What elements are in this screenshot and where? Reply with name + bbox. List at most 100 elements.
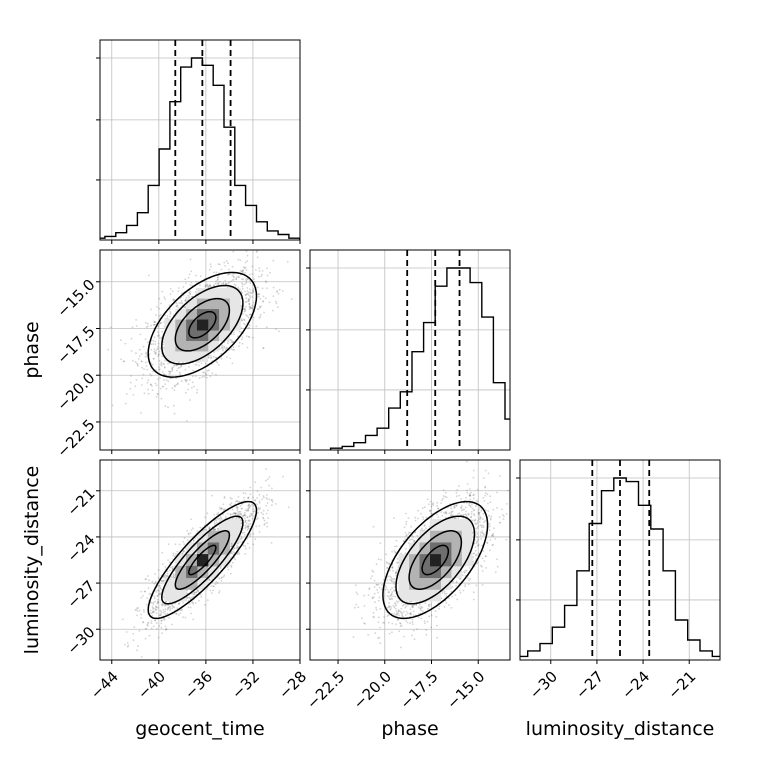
- scatter-point: [227, 568, 230, 571]
- scatter-point: [187, 383, 190, 385]
- scatter-point: [436, 504, 438, 507]
- scatter-point: [205, 374, 208, 376]
- scatter-point: [257, 293, 260, 295]
- scatter-point: [151, 364, 154, 366]
- scatter-point: [179, 612, 182, 614]
- scatter-point: [248, 303, 251, 306]
- scatter-point: [505, 513, 508, 515]
- scatter-point: [189, 293, 192, 295]
- scatter-point: [142, 345, 145, 348]
- scatter-point: [232, 250, 235, 253]
- scatter-point: [204, 362, 207, 365]
- scatter-point: [275, 291, 278, 293]
- scatter-point: [195, 375, 197, 377]
- scatter-point: [249, 306, 252, 308]
- scatter-point: [208, 369, 210, 372]
- scatter-point: [264, 479, 267, 482]
- scatter-point: [469, 488, 471, 490]
- scatter-point: [234, 284, 237, 287]
- scatter-point: [258, 502, 261, 504]
- scatter-point: [262, 495, 265, 497]
- scatter-point: [229, 357, 232, 360]
- scatter-point: [458, 589, 461, 592]
- scatter-point: [131, 359, 134, 362]
- scatter-point: [494, 538, 497, 540]
- scatter-point: [248, 313, 251, 316]
- scatter-point: [147, 388, 150, 391]
- scatter-point: [132, 639, 135, 642]
- scatter-point: [249, 313, 252, 316]
- scatter-point: [146, 368, 149, 371]
- scatter-point: [243, 308, 245, 311]
- scatter-point: [252, 496, 255, 499]
- scatter-point: [172, 298, 174, 301]
- scatter-point: [242, 269, 245, 272]
- scatter-point: [191, 386, 193, 389]
- scatter-point: [435, 615, 438, 618]
- scatter-point: [216, 276, 219, 279]
- scatter-point: [152, 370, 154, 373]
- scatter-point: [166, 315, 169, 317]
- scatter-point: [192, 618, 195, 621]
- scatter-point: [239, 259, 242, 262]
- scatter-point: [391, 622, 394, 625]
- scatter-point: [249, 291, 252, 294]
- scatter-point: [136, 610, 139, 612]
- scatter-point: [258, 317, 261, 319]
- scatter-point: [212, 589, 215, 592]
- scatter-point: [185, 296, 188, 299]
- scatter-point: [245, 281, 248, 284]
- scatter-point: [256, 503, 258, 506]
- scatter-point: [377, 616, 380, 619]
- scatter-point: [148, 593, 151, 595]
- scatter-point: [220, 577, 223, 580]
- scatter-point: [192, 527, 194, 530]
- scatter-point: [225, 347, 228, 349]
- scatter-point: [257, 511, 260, 514]
- scatter-point: [247, 300, 250, 303]
- scatter-point: [150, 308, 152, 311]
- scatter-point: [247, 299, 250, 302]
- scatter-point: [217, 283, 220, 286]
- scatter-point: [237, 275, 240, 278]
- scatter-point: [209, 285, 212, 288]
- scatter-point: [259, 313, 262, 316]
- scatter-point: [258, 508, 261, 511]
- scatter-point: [163, 618, 166, 620]
- scatter-point: [157, 378, 159, 381]
- scatter-point: [438, 605, 441, 608]
- scatter-point: [181, 609, 183, 612]
- scatter-point: [223, 346, 226, 349]
- scatter-point: [159, 314, 162, 316]
- scatter-point: [195, 281, 198, 283]
- scatter-point: [241, 282, 243, 284]
- scatter-point: [262, 295, 265, 298]
- scatter-point: [189, 379, 191, 381]
- scatter-point: [231, 341, 234, 344]
- scatter-point: [180, 365, 183, 367]
- scatter-point: [152, 358, 155, 360]
- scatter-point: [143, 368, 145, 370]
- scatter-point: [159, 322, 162, 324]
- scatter-point: [169, 372, 172, 374]
- scatter-point: [216, 276, 219, 279]
- panel-phase-vs-geocent_time: [100, 250, 300, 450]
- scatter-point: [147, 575, 149, 577]
- scatter-point: [191, 381, 194, 384]
- scatter-point: [169, 293, 172, 296]
- scatter-point: [152, 625, 155, 628]
- scatter-point: [187, 388, 190, 391]
- density-cell: [196, 350, 209, 362]
- scatter-point: [200, 362, 203, 365]
- scatter-point: [177, 361, 180, 364]
- scatter-point: [262, 347, 265, 350]
- scatter-point: [124, 402, 127, 405]
- scatter-point: [157, 636, 160, 639]
- scatter-point: [231, 362, 234, 365]
- scatter-point: [210, 356, 213, 359]
- scatter-point: [233, 333, 235, 336]
- scatter-point: [156, 306, 159, 308]
- scatter-point: [158, 307, 161, 310]
- scatter-point: [159, 377, 161, 379]
- scatter-point: [206, 512, 209, 515]
